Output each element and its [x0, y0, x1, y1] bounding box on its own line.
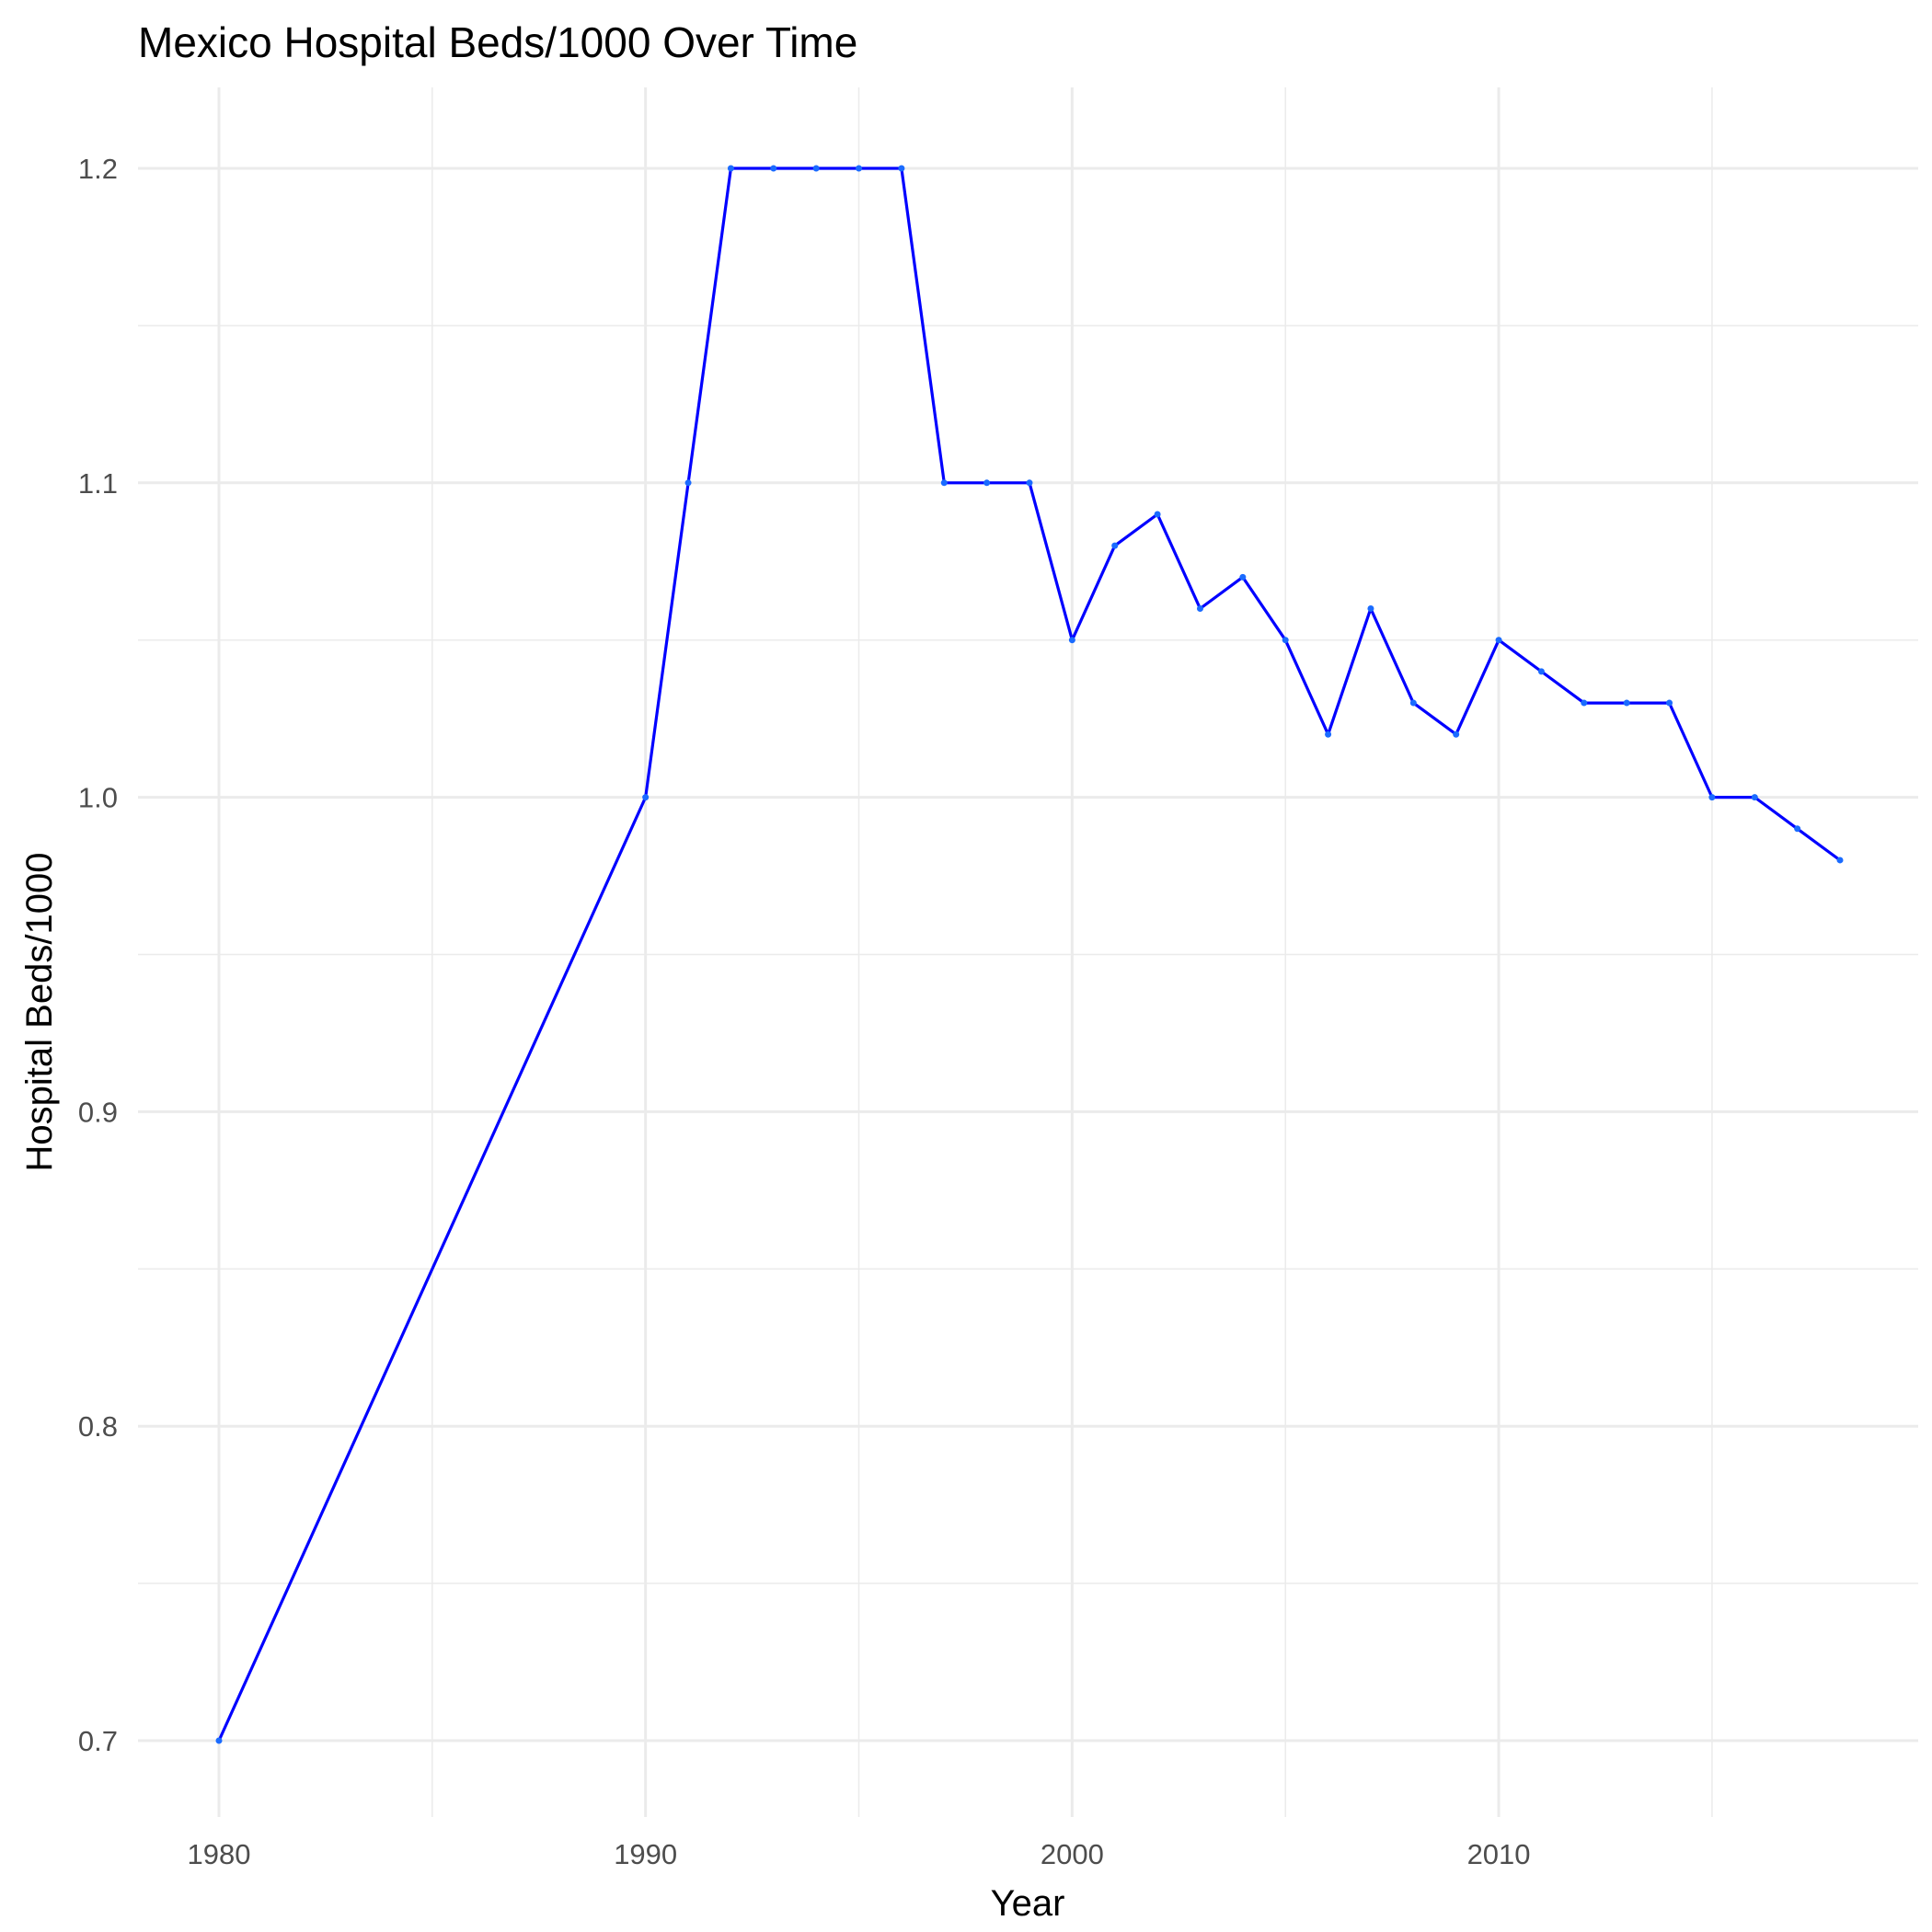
- data-point: [1581, 699, 1588, 707]
- data-point: [1068, 637, 1075, 644]
- series-line: [217, 167, 1842, 1742]
- y-axis-title: Hospital Beds/1000: [19, 853, 60, 1172]
- data-point: [1751, 794, 1758, 801]
- data-point: [940, 479, 948, 487]
- x-tick-label: 1990: [614, 1838, 677, 1870]
- tick-labels: 0.7 0.8 0.9 1.0 1.1 1.2 1980 1990 2000 2010: [78, 153, 1531, 1870]
- data-point: [898, 165, 905, 172]
- data-point: [1154, 511, 1161, 518]
- x-tick-label: 2010: [1467, 1838, 1531, 1870]
- data-point: [1367, 605, 1374, 613]
- x-axis-title: Year: [991, 1883, 1065, 1924]
- y-tick-label: 0.8: [78, 1410, 118, 1443]
- data-point: [856, 165, 863, 172]
- data-point: [1623, 699, 1630, 707]
- y-tick-label: 0.7: [78, 1725, 118, 1757]
- data-point: [1794, 825, 1801, 833]
- data-point: [1666, 699, 1673, 707]
- y-tick-label: 1.2: [78, 153, 118, 185]
- data-point: [1196, 605, 1203, 613]
- data-point: [1239, 573, 1247, 581]
- y-tick-label: 0.9: [78, 1096, 118, 1128]
- data-point: [1708, 794, 1716, 801]
- x-tick-label: 2000: [1041, 1838, 1104, 1870]
- series-layer: [215, 165, 1844, 1744]
- data-point: [1325, 730, 1332, 738]
- data-point: [1026, 479, 1033, 487]
- data-point: [727, 165, 734, 172]
- data-point: [642, 794, 650, 801]
- data-point: [1409, 699, 1417, 707]
- data-point: [812, 165, 820, 172]
- chart-title: Mexico Hospital Beds/1000 Over Time: [138, 18, 857, 66]
- y-tick-label: 1.1: [78, 467, 118, 500]
- data-point: [215, 1737, 223, 1744]
- data-point: [983, 479, 991, 487]
- data-point: [770, 165, 777, 172]
- data-point: [1282, 637, 1289, 644]
- x-tick-label: 1980: [188, 1838, 251, 1870]
- data-point: [1111, 542, 1119, 549]
- data-point: [1453, 730, 1460, 738]
- y-tick-label: 1.0: [78, 782, 118, 814]
- data-point: [1836, 857, 1844, 864]
- data-point: [1537, 668, 1545, 675]
- data-point: [1495, 637, 1502, 644]
- data-point: [684, 479, 692, 487]
- gridlines: [138, 87, 1918, 1817]
